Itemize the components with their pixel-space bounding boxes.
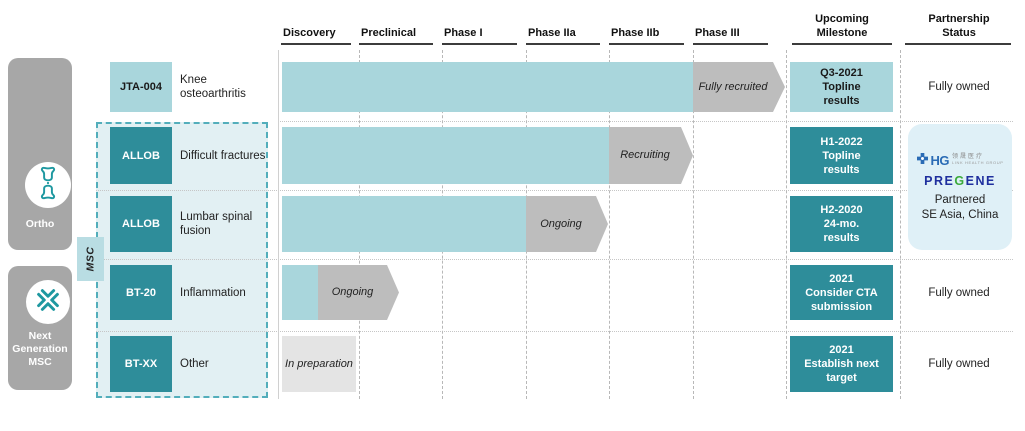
header-underline [609, 43, 684, 45]
indication-jta-004: Knee osteoarthritis [180, 74, 246, 100]
indication-allob-lumbar: Lumbar spinal fusion [180, 211, 253, 237]
category-next-gen-label: Next Generation MSC [12, 330, 68, 368]
status-box-bt-xx: In preparation [282, 336, 356, 392]
header-underline [792, 43, 892, 45]
partnership-bt-20: Fully owned [928, 286, 990, 299]
progress-bar-jta-004 [282, 62, 693, 112]
row-separator [96, 331, 1013, 332]
partnership-logo-box: HG 领晟医疗 LINK HEALTH GROUP PREGENE Partne… [908, 124, 1012, 250]
status-arrow-bt-20: Ongoing [318, 265, 399, 320]
program-pill-bt-xx: BT-XX [110, 336, 172, 392]
header-upcoming-milestone: Upcoming Milestone [815, 13, 869, 39]
partnership-bt-xx: Fully owned [928, 358, 990, 370]
status-arrow-allob-lumbar: Ongoing [526, 196, 608, 252]
row-separator [96, 190, 1013, 191]
category-ortho: Ortho [8, 58, 72, 250]
indication-bt-20: Inflammation [180, 286, 246, 299]
progress-bar-allob-fractures [282, 127, 609, 184]
header-underline [526, 43, 600, 45]
header-phase-3: Phase III [695, 27, 740, 39]
milestone-allob-lumbar: H2-2020 24-mo. results [790, 196, 893, 252]
header-phase-1: Phase I [444, 27, 483, 39]
row-separator [96, 259, 1013, 260]
link-health-cross-icon [916, 151, 928, 169]
partnered-region-label: Partnered SE Asia, China [921, 194, 999, 221]
knee-joint-icon [33, 166, 63, 205]
milestone-bt-xx: 2021 Establish next target [790, 336, 893, 392]
row-separator [278, 121, 1013, 122]
header-phase-2a: Phase IIa [528, 27, 576, 39]
indication-bt-xx: Other [180, 358, 209, 370]
header-underline [442, 43, 517, 45]
converging-arrows-icon [33, 285, 63, 320]
progress-bar-allob-lumbar [282, 196, 526, 252]
header-underline [281, 43, 351, 45]
status-arrow-jta-004: Fully recruited [693, 62, 785, 112]
progress-bar-bt-20 [282, 265, 318, 320]
link-health-chinese-name: 领晟医疗 [952, 154, 985, 160]
column-gridline [693, 50, 694, 399]
milestone-bt-20: 2021 Consider CTA submission [790, 265, 893, 320]
msc-group-tag: MSC [77, 237, 104, 281]
status-arrow-allob-fractures: Recruiting [609, 127, 693, 184]
link-health-group-subtitle: LINK HEALTH GROUP [952, 160, 1004, 165]
chart-left-edge [278, 50, 279, 399]
header-phase-2b: Phase IIb [611, 27, 660, 39]
milestone-jta-004: Q3-2021 Topline results [790, 62, 893, 112]
header-underline [693, 43, 768, 45]
header-preclinical: Preclinical [361, 27, 417, 39]
milestone-allob-fractures: H1-2022 Topline results [790, 127, 893, 184]
category-ortho-label: Ortho [25, 218, 55, 230]
partnership-column-divider [900, 50, 901, 399]
program-pill-allob-fractures: ALLOB [110, 127, 172, 184]
program-pill-bt-20: BT-20 [110, 265, 172, 320]
header-discovery: Discovery [283, 27, 336, 39]
category-next-gen-msc: Next Generation MSC [8, 266, 72, 390]
partnership-jta-004: Fully owned [928, 81, 990, 93]
milestone-column-divider [786, 50, 787, 399]
program-pill-jta-004: JTA-004 [110, 62, 172, 112]
header-partnership-status: Partnership Status [928, 13, 990, 39]
header-underline [905, 43, 1011, 45]
pregene-logo: PREGENE [924, 174, 996, 188]
indication-allob-fractures: Difficult fractures [180, 149, 266, 162]
header-underline [359, 43, 433, 45]
link-health-logo: HG 领晟医疗 LINK HEALTH GROUP [916, 151, 1004, 169]
column-gridline [609, 50, 610, 399]
program-pill-allob-lumbar: ALLOB [110, 196, 172, 252]
link-health-wordmark: HG [930, 152, 950, 168]
